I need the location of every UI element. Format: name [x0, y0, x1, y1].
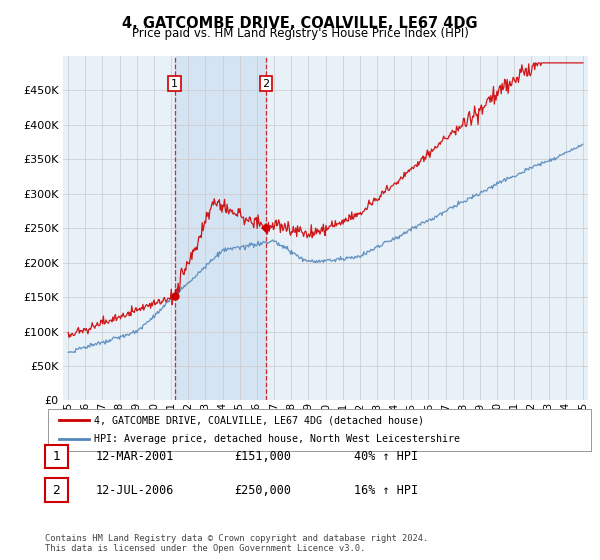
Text: 1: 1	[171, 78, 178, 88]
Bar	[175, 56, 266, 400]
Text: Price paid vs. HM Land Registry's House Price Index (HPI): Price paid vs. HM Land Registry's House …	[131, 27, 469, 40]
Text: 40% ↑ HPI: 40% ↑ HPI	[354, 450, 418, 463]
Text: 16% ↑ HPI: 16% ↑ HPI	[354, 483, 418, 497]
Text: £250,000: £250,000	[234, 483, 291, 497]
Text: 2: 2	[263, 78, 269, 88]
Text: 4, GATCOMBE DRIVE, COALVILLE, LE67 4DG: 4, GATCOMBE DRIVE, COALVILLE, LE67 4DG	[122, 16, 478, 31]
Text: 12-MAR-2001: 12-MAR-2001	[96, 450, 175, 463]
Text: HPI: Average price, detached house, North West Leicestershire: HPI: Average price, detached house, Nort…	[94, 435, 460, 445]
Text: Contains HM Land Registry data © Crown copyright and database right 2024.
This d: Contains HM Land Registry data © Crown c…	[45, 534, 428, 553]
Text: £151,000: £151,000	[234, 450, 291, 463]
Text: 2: 2	[52, 483, 61, 497]
Text: 4, GATCOMBE DRIVE, COALVILLE, LE67 4DG (detached house): 4, GATCOMBE DRIVE, COALVILLE, LE67 4DG (…	[94, 415, 424, 425]
Text: 12-JUL-2006: 12-JUL-2006	[96, 483, 175, 497]
Text: 1: 1	[52, 450, 61, 463]
